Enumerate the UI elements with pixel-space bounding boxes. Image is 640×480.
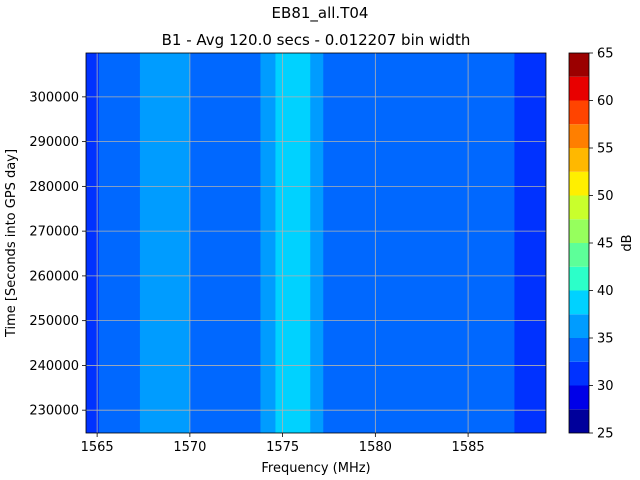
colorbar-tick-label: 45 (597, 237, 614, 252)
heatmap-band (189, 53, 261, 433)
colorbar-segment (569, 100, 589, 125)
colorbar-tick-label: 40 (597, 284, 614, 299)
heatmap-band (260, 53, 276, 433)
colorbar-segment (569, 76, 589, 101)
x-tick-label: 1570 (173, 440, 206, 455)
chart-subtitle: B1 - Avg 120.0 secs - 0.012207 bin width (162, 31, 471, 49)
y-axis-label: Time [Seconds into GPS day] (4, 149, 19, 338)
colorbar-label: dB (620, 234, 635, 251)
y-tick-label: 240000 (29, 359, 79, 374)
x-tick-label: 1575 (266, 440, 299, 455)
colorbar-segment (569, 290, 589, 315)
colorbar-tick-label: 55 (597, 142, 614, 157)
x-tick-label: 1580 (359, 440, 392, 455)
grid-lines (86, 53, 546, 433)
colorbar-segment (569, 243, 589, 267)
y-tick-label: 290000 (29, 135, 79, 150)
y-tick-label: 230000 (29, 404, 79, 419)
colorbar-segment (569, 338, 589, 362)
heatmap-band (86, 53, 99, 433)
heatmap-band (98, 53, 140, 433)
colorbar-tick-label: 25 (597, 427, 614, 442)
x-tick-label: 1565 (81, 440, 114, 455)
y-tick-label: 260000 (29, 269, 79, 284)
plot-axes: 1565 1570 1575 1580 1585 230000 240000 250000 26… (29, 52, 547, 455)
y-tick-label: 300000 (29, 90, 79, 105)
colorbar-tick-label: 35 (597, 332, 614, 347)
heatmap-area (86, 53, 546, 433)
colorbar-segment (569, 148, 589, 172)
colorbar-segment (569, 385, 589, 410)
heatmap-band (275, 53, 311, 433)
y-tick-label: 270000 (29, 225, 79, 240)
colorbar: 25 30 35 40 45 50 55 60 65 (568, 47, 614, 442)
y-tick-label: 280000 (29, 180, 79, 195)
colorbar-segment (569, 219, 589, 243)
chart-title: EB81_all.T04 (272, 4, 369, 23)
heatmap-band (323, 53, 515, 433)
heatmap-band (514, 53, 546, 433)
colorbar-tick-label: 60 (597, 94, 614, 109)
colorbar-tick-label: 30 (597, 379, 614, 394)
colorbar-segment (569, 361, 589, 386)
colorbar-tick-label: 65 (597, 47, 614, 62)
y-tick-label: 250000 (29, 314, 79, 329)
plot-frame (85, 52, 547, 434)
colorbar-segment (569, 409, 589, 433)
x-axis-label: Frequency (MHz) (261, 461, 370, 476)
colorbar-tick-label: 50 (597, 189, 614, 204)
colorbar-segment (569, 195, 589, 220)
heatmap-band (139, 53, 190, 433)
heatmap-band (310, 53, 324, 433)
colorbar-segment (569, 171, 589, 196)
colorbar-segment (569, 53, 589, 77)
colorbar-segment (569, 124, 589, 148)
x-tick-label: 1585 (452, 440, 485, 455)
colorbar-segment (569, 266, 589, 291)
colorbar-segment (569, 314, 589, 338)
